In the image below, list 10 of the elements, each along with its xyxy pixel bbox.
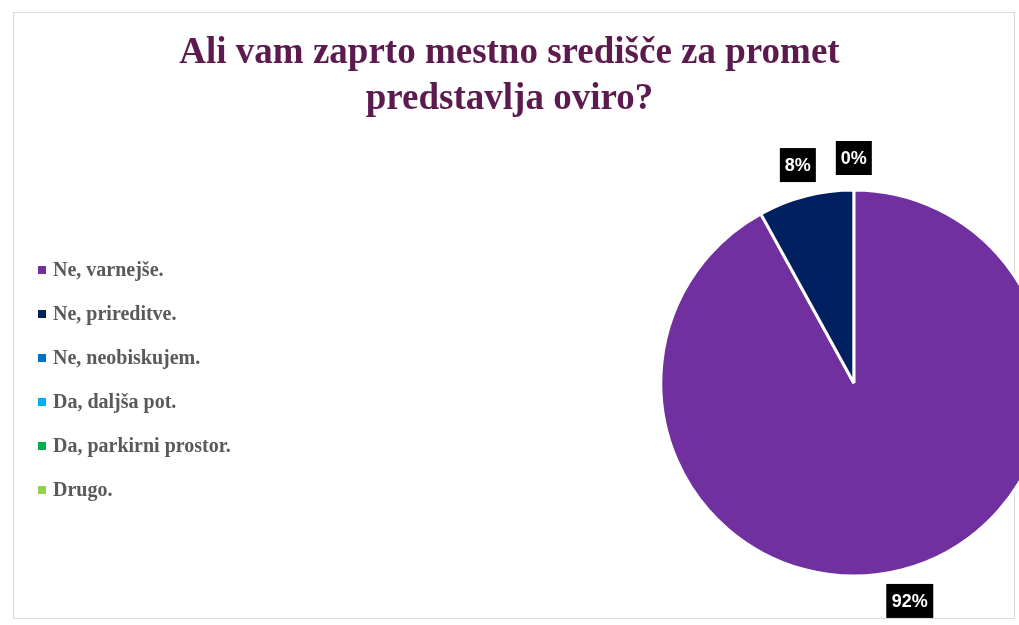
legend-label: Ne, varnejše. [53,258,164,281]
legend-label: Da, parkirni prostor. [53,434,231,457]
text: 0% [840,148,867,168]
data-label: 8% [784,155,811,176]
legend-label: Drugo. [53,478,113,501]
chart-title: Ali vam zaprto mestno središče za promet predstavlja oviro? [178,29,841,119]
legend-label: Da, daljša pot. [53,390,177,413]
data-label: 92% [891,590,928,611]
legend-label: Ne, neobiskujem. [53,346,201,369]
legend-label: Ne, prireditve. [53,302,177,325]
